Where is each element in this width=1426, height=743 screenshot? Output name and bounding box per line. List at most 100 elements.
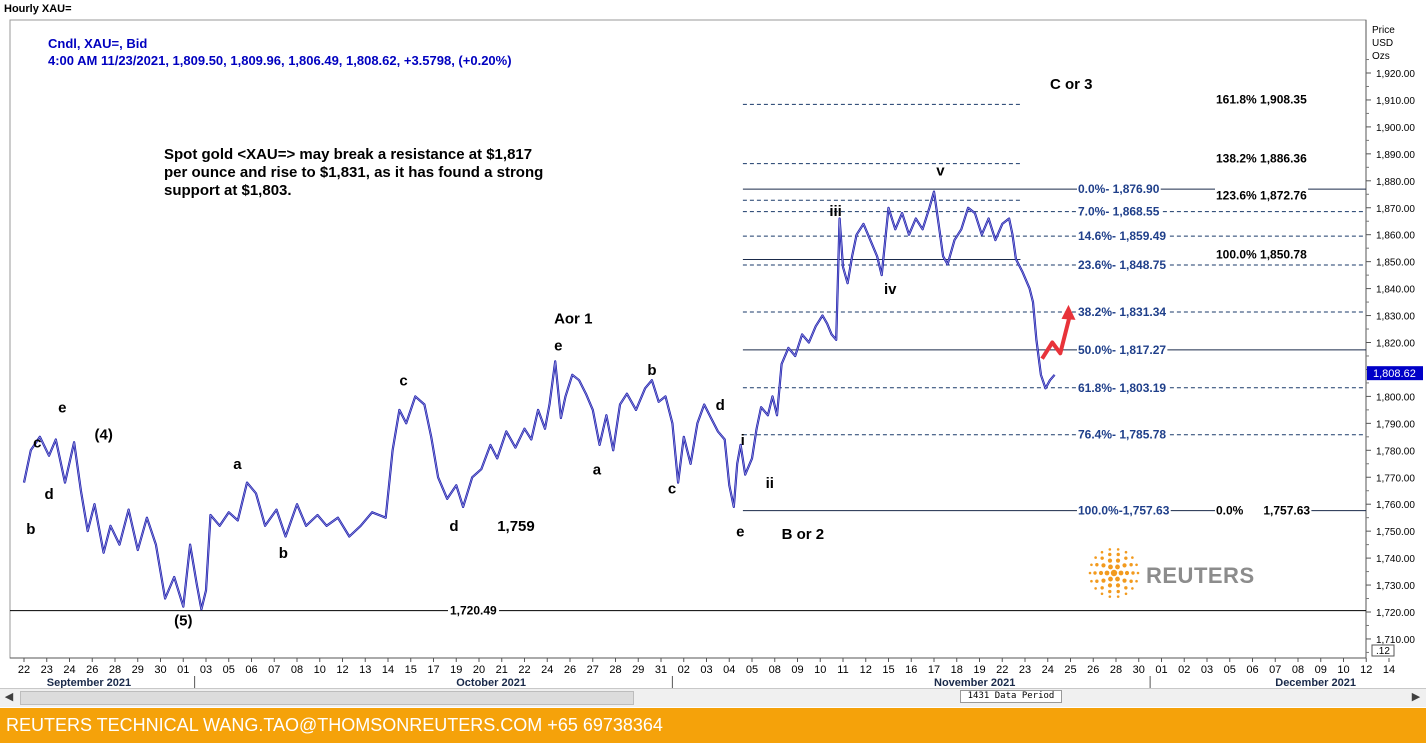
x-tick-label: 08 [769, 664, 781, 676]
x-tick-label: 24 [541, 664, 553, 676]
projection-arrow-shaft [1040, 312, 1073, 360]
reuters-dot-logo-icon [1088, 548, 1140, 598]
x-tick-label: 10 [314, 664, 326, 676]
x-tick-label: 04 [723, 664, 735, 676]
logo-dot [1116, 595, 1120, 598]
x-tick-label: 22 [518, 664, 530, 676]
logo-dot [1131, 587, 1134, 590]
wave-label: iii [829, 203, 842, 220]
y-tick-label: 1,870.00 [1376, 204, 1415, 215]
wave-label: a [593, 462, 602, 479]
x-tick-label: 01 [177, 664, 189, 676]
extension-level-label: 138.2% 1,886.36 [1216, 152, 1307, 166]
scroll-left-icon[interactable]: ◀ [4, 691, 14, 703]
x-tick-label: 28 [1110, 664, 1122, 676]
logo-dot [1108, 548, 1112, 551]
data-period-label: 1431 Data Period [960, 690, 1062, 703]
x-tick-label: 12 [860, 664, 872, 676]
last-price-label: 1,808.62 [1373, 368, 1416, 380]
wave-label: (5) [174, 612, 192, 629]
price-series [22, 190, 1056, 611]
y-tick-label: 1,860.00 [1376, 231, 1415, 242]
fib-level-label: 14.6%- 1,859.49 [1078, 229, 1166, 243]
logo-dot [1104, 570, 1110, 576]
logo-dot [1129, 579, 1133, 583]
extension-level-label: 0.0% 1,757.63 [1216, 504, 1310, 518]
logo-dot [1135, 563, 1138, 567]
price-line-highlight [23, 191, 1055, 610]
logo-dot [1131, 571, 1135, 575]
label-bg [1077, 229, 1168, 244]
fib-levels: 161.8% 1,908.35 138.2% 1,886.36 0.0%- 1,87… [10, 92, 1366, 618]
reuters-logo: REUTERS [1086, 543, 1254, 603]
x-tick-label: 12 [336, 664, 348, 676]
label-bg [1077, 304, 1168, 319]
support-level-label: 1,720.49 [450, 604, 497, 618]
logo-dot [1090, 563, 1093, 567]
x-tick-label: 10 [1337, 664, 1349, 676]
y-tick-label: 1,840.00 [1376, 285, 1415, 296]
wave-label: c [33, 435, 41, 452]
x-tick-label: 09 [791, 664, 803, 676]
x-tick-label: 29 [632, 664, 644, 676]
x-tick-label: 30 [154, 664, 166, 676]
label-bg [1077, 503, 1171, 518]
logo-dot [1100, 550, 1104, 554]
logo-dot [1108, 589, 1112, 594]
x-tick-label: 18 [951, 664, 963, 676]
logo-dot [1107, 583, 1113, 588]
y-axis-title: Ozs [1372, 51, 1390, 62]
wave-label: iv [884, 281, 897, 298]
logo-dot [1108, 576, 1113, 582]
x-tick-label: 17 [427, 664, 439, 676]
x-tick-label: 16 [905, 664, 917, 676]
label-bg [1215, 247, 1309, 262]
x-tick-label: 10 [814, 664, 826, 676]
x-tick-label: 27 [587, 664, 599, 676]
wave-label: a [233, 456, 242, 473]
y-tick-label: 1,850.00 [1376, 258, 1415, 269]
x-tick-label: 19 [973, 664, 985, 676]
y-tick-label: 1,830.00 [1376, 312, 1415, 323]
wave-label: v [936, 162, 945, 179]
x-tick-label: 17 [928, 664, 940, 676]
x-tick-label: 22 [18, 664, 30, 676]
x-tick-label: 22 [996, 664, 1008, 676]
scroll-right-icon[interactable]: ▶ [1411, 691, 1421, 703]
x-tick-label: 07 [1269, 664, 1281, 676]
logo-dot [1124, 556, 1128, 560]
chart-info-line-1: Cndl, XAU=, Bid [48, 36, 148, 51]
wave-label: b [647, 362, 656, 379]
label-bg [1077, 182, 1161, 197]
scroll-thumb[interactable] [20, 691, 634, 705]
x-tick-label: 06 [1246, 664, 1258, 676]
x-tick-label: 03 [1201, 664, 1213, 676]
logo-dot [1100, 592, 1104, 596]
horizontal-scrollbar[interactable]: ◀ ▶ [0, 688, 1426, 707]
x-tick-label: 30 [1133, 664, 1145, 676]
fib-level-label: 100.0%-1,757.63 [1078, 504, 1170, 518]
logo-dot [1108, 595, 1112, 598]
x-tick-label: 24 [63, 664, 75, 676]
extension-level-label: 100.0% 1,850.78 [1216, 248, 1307, 262]
x-tick-label: 26 [564, 664, 576, 676]
wave-label: b [26, 521, 35, 538]
label-bg [1215, 188, 1309, 203]
wave-label: B or 2 [782, 526, 825, 543]
x-tick-label: 03 [200, 664, 212, 676]
x-tick-label: 28 [109, 664, 121, 676]
y-tick-label: 1,720.00 [1376, 608, 1415, 619]
x-tick-label: 20 [473, 664, 485, 676]
wave-label: e [554, 338, 562, 355]
last-price-tag [1367, 366, 1423, 381]
x-tick-label: 21 [496, 664, 508, 676]
logo-dot [1094, 556, 1097, 559]
y-tick-label: 1,880.00 [1376, 177, 1415, 188]
x-tick-label: 08 [291, 664, 303, 676]
logo-dot [1116, 548, 1120, 551]
wave-label: 1,759 [497, 518, 535, 535]
fib-level-label: 76.4%- 1,785.78 [1078, 428, 1166, 442]
wave-label: d [449, 518, 458, 535]
logo-dot [1098, 570, 1104, 576]
